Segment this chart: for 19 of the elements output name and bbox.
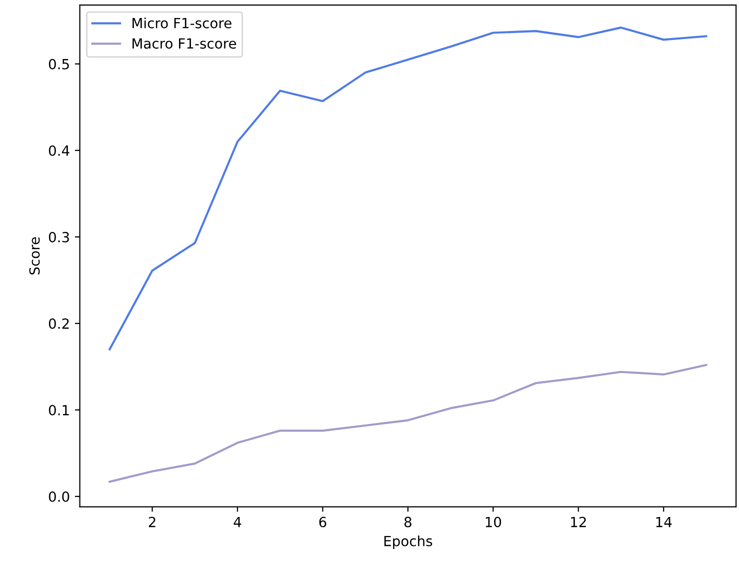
x-tick-label: 2: [148, 516, 156, 528]
x-axis-title: Epochs: [384, 536, 432, 549]
line-series: [108, 364, 708, 483]
line-series: [108, 26, 708, 350]
legend-label: Micro F1-score: [132, 18, 232, 28]
x-tick-label: 4: [234, 516, 242, 528]
y-tick-label: 0.2: [48, 318, 69, 329]
x-tick-label: 8: [404, 516, 412, 528]
y-axis-title: Score: [29, 237, 40, 274]
y-tick-label: 0.4: [48, 145, 70, 156]
y-tick-label: 0.0: [48, 491, 70, 502]
x-tick-label: 12: [571, 516, 586, 528]
legend-label: Macro F1-score: [132, 38, 236, 49]
y-tick-label: 0.5: [48, 58, 69, 70]
x-tick-label: 14: [656, 516, 672, 528]
x-tick-label: 10: [486, 516, 502, 528]
y-tick-label: 0.1: [48, 404, 69, 416]
x-tick-label: 6: [319, 516, 326, 528]
y-tick-label: 0.3: [48, 232, 69, 242]
